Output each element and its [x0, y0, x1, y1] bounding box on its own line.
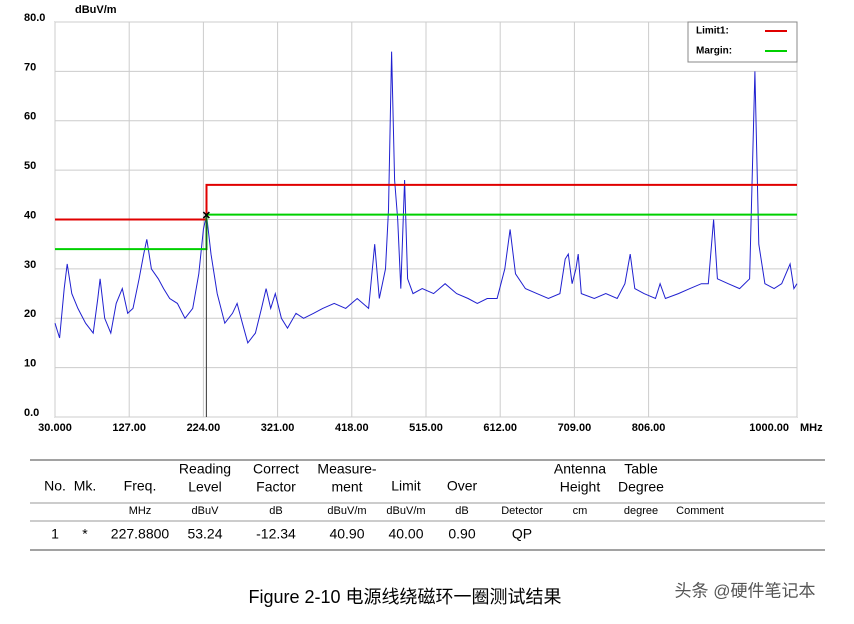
table-cell: QP — [512, 526, 532, 542]
table-header: Correct — [253, 461, 299, 477]
table-header: ment — [331, 479, 362, 495]
table-unit: Detector — [501, 505, 543, 517]
marker — [202, 211, 210, 219]
y-tick-label: 20 — [24, 308, 36, 320]
table-header: Table — [624, 461, 658, 477]
table-cell: 40.90 — [329, 526, 364, 542]
x-tick-label: 709.00 — [558, 422, 592, 434]
y-tick-label: 80.0 — [24, 12, 45, 24]
y-tick-label: 50 — [24, 160, 36, 172]
x-tick-label: 224.00 — [187, 422, 221, 434]
legend-label: Margin: — [696, 46, 732, 57]
series-line — [54, 51, 798, 344]
table-cell: 1 — [51, 526, 59, 542]
table-unit: dBuV/m — [327, 505, 366, 517]
caption: Figure 2-10 电源线绕磁环一圈测试结果 — [248, 587, 561, 607]
table-cell: 227.8800 — [111, 526, 170, 542]
table-unit: dBuV — [192, 505, 220, 517]
y-axis-label: dBuV/m — [75, 4, 117, 16]
table-header: Limit — [391, 478, 421, 494]
table-header: Reading — [179, 461, 231, 477]
x-tick-label: 515.00 — [409, 422, 443, 434]
legend-label: Limit1: — [696, 26, 729, 37]
table-unit: degree — [624, 505, 658, 517]
table-header: Mk. — [74, 478, 97, 494]
table-unit: Comment — [676, 505, 724, 517]
y-tick-label: 30 — [24, 259, 36, 271]
x-tick-label: 30.000 — [38, 422, 72, 434]
table-unit: dB — [269, 505, 282, 517]
series-line — [55, 183, 797, 221]
y-tick-label: 70 — [24, 61, 36, 73]
table-cell: 53.24 — [187, 526, 222, 542]
table-header: No. — [44, 478, 66, 494]
table-header: Level — [188, 479, 221, 495]
table-header: Antenna — [554, 461, 606, 477]
x-tick-label: 1000.00 — [749, 422, 789, 434]
x-tick-label: 806.00 — [632, 422, 666, 434]
x-tick-label: 321.00 — [261, 422, 295, 434]
table-unit: cm — [573, 505, 588, 517]
x-tick-label: 418.00 — [335, 422, 369, 434]
x-axis-label: MHz — [800, 422, 823, 434]
y-tick-label: 10 — [24, 358, 36, 370]
table-cell: 40.00 — [388, 526, 423, 542]
table-header: Factor — [256, 479, 296, 495]
table-unit: dBuV/m — [386, 505, 425, 517]
x-tick-label: 127.00 — [112, 422, 146, 434]
table-header: Freq. — [124, 478, 157, 494]
legend-box — [687, 21, 798, 63]
table-unit: MHz — [129, 505, 152, 517]
watermark: 头条 @硬件笔记本 — [675, 581, 816, 600]
y-tick-label: 40 — [24, 209, 36, 221]
table-cell: * — [82, 526, 88, 542]
table-header: Measure- — [317, 461, 376, 477]
y-tick-label: 60 — [24, 111, 36, 123]
table-unit: dB — [455, 505, 468, 517]
table-header: Height — [560, 479, 601, 495]
y-tick-label: 0.0 — [24, 407, 39, 419]
table-cell: 0.90 — [448, 526, 475, 542]
table-cell: -12.34 — [256, 526, 296, 542]
x-tick-label: 612.00 — [483, 422, 517, 434]
table-header: Over — [447, 478, 478, 494]
table-header: Degree — [618, 479, 664, 495]
